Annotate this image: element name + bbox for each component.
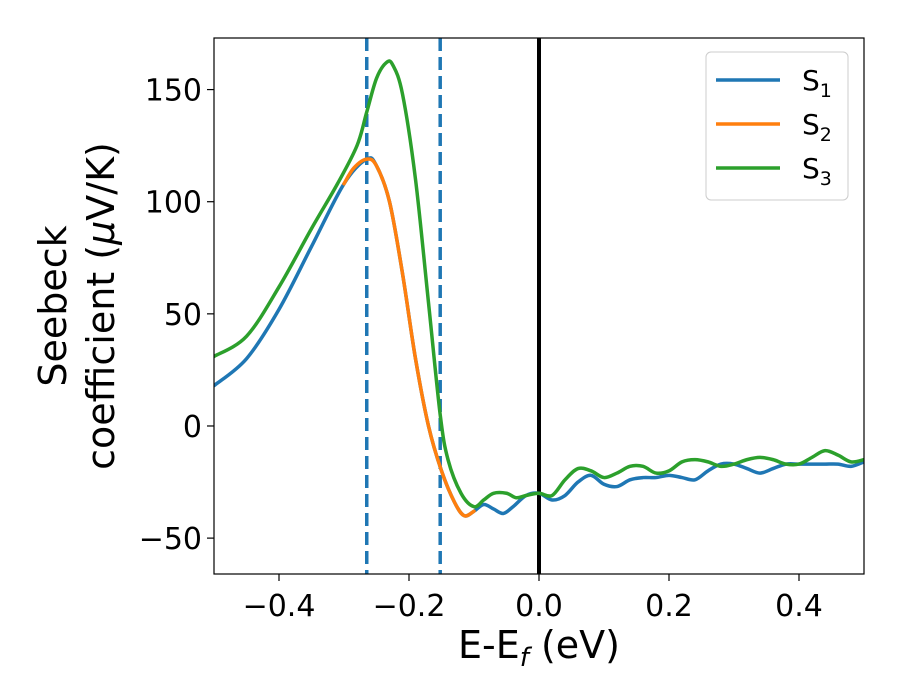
legend-label-s1: S1 xyxy=(802,64,832,102)
x-tick-label: −0.4 xyxy=(243,589,316,624)
x-tick-label: −0.2 xyxy=(373,589,446,624)
y-tick-label: 50 xyxy=(164,298,202,333)
x-axis-label: E-Ef (eV) xyxy=(458,623,620,673)
legend-label-s3: S3 xyxy=(802,152,832,190)
legend-label-s2: S2 xyxy=(802,108,832,146)
legend-frame xyxy=(705,51,849,201)
y-axis-label-line2: coefficient (μV/K) xyxy=(79,142,123,470)
x-tick-label: 0.4 xyxy=(775,589,823,624)
x-tick-label: 0.0 xyxy=(515,589,563,624)
x-axis: −0.4 −0.2 0.0 0.2 0.4 xyxy=(243,574,823,624)
y-tick-label: 100 xyxy=(145,186,202,221)
series-line-s2 xyxy=(342,157,476,518)
legend: S1 S2 S3 xyxy=(705,51,849,201)
series-line-s3 xyxy=(214,59,864,509)
y-tick-label: 150 xyxy=(145,74,202,109)
y-tick-label: 0 xyxy=(183,410,202,445)
x-tick-label: 0.2 xyxy=(645,589,693,624)
y-axis-label-line1: Seebeck xyxy=(31,225,75,386)
plot-area xyxy=(214,38,864,574)
y-axis: −50 0 50 100 150 xyxy=(139,74,214,557)
y-axis-label: Seebeck coefficient (μV/K) xyxy=(31,142,123,470)
y-tick-label: −50 xyxy=(139,522,202,557)
